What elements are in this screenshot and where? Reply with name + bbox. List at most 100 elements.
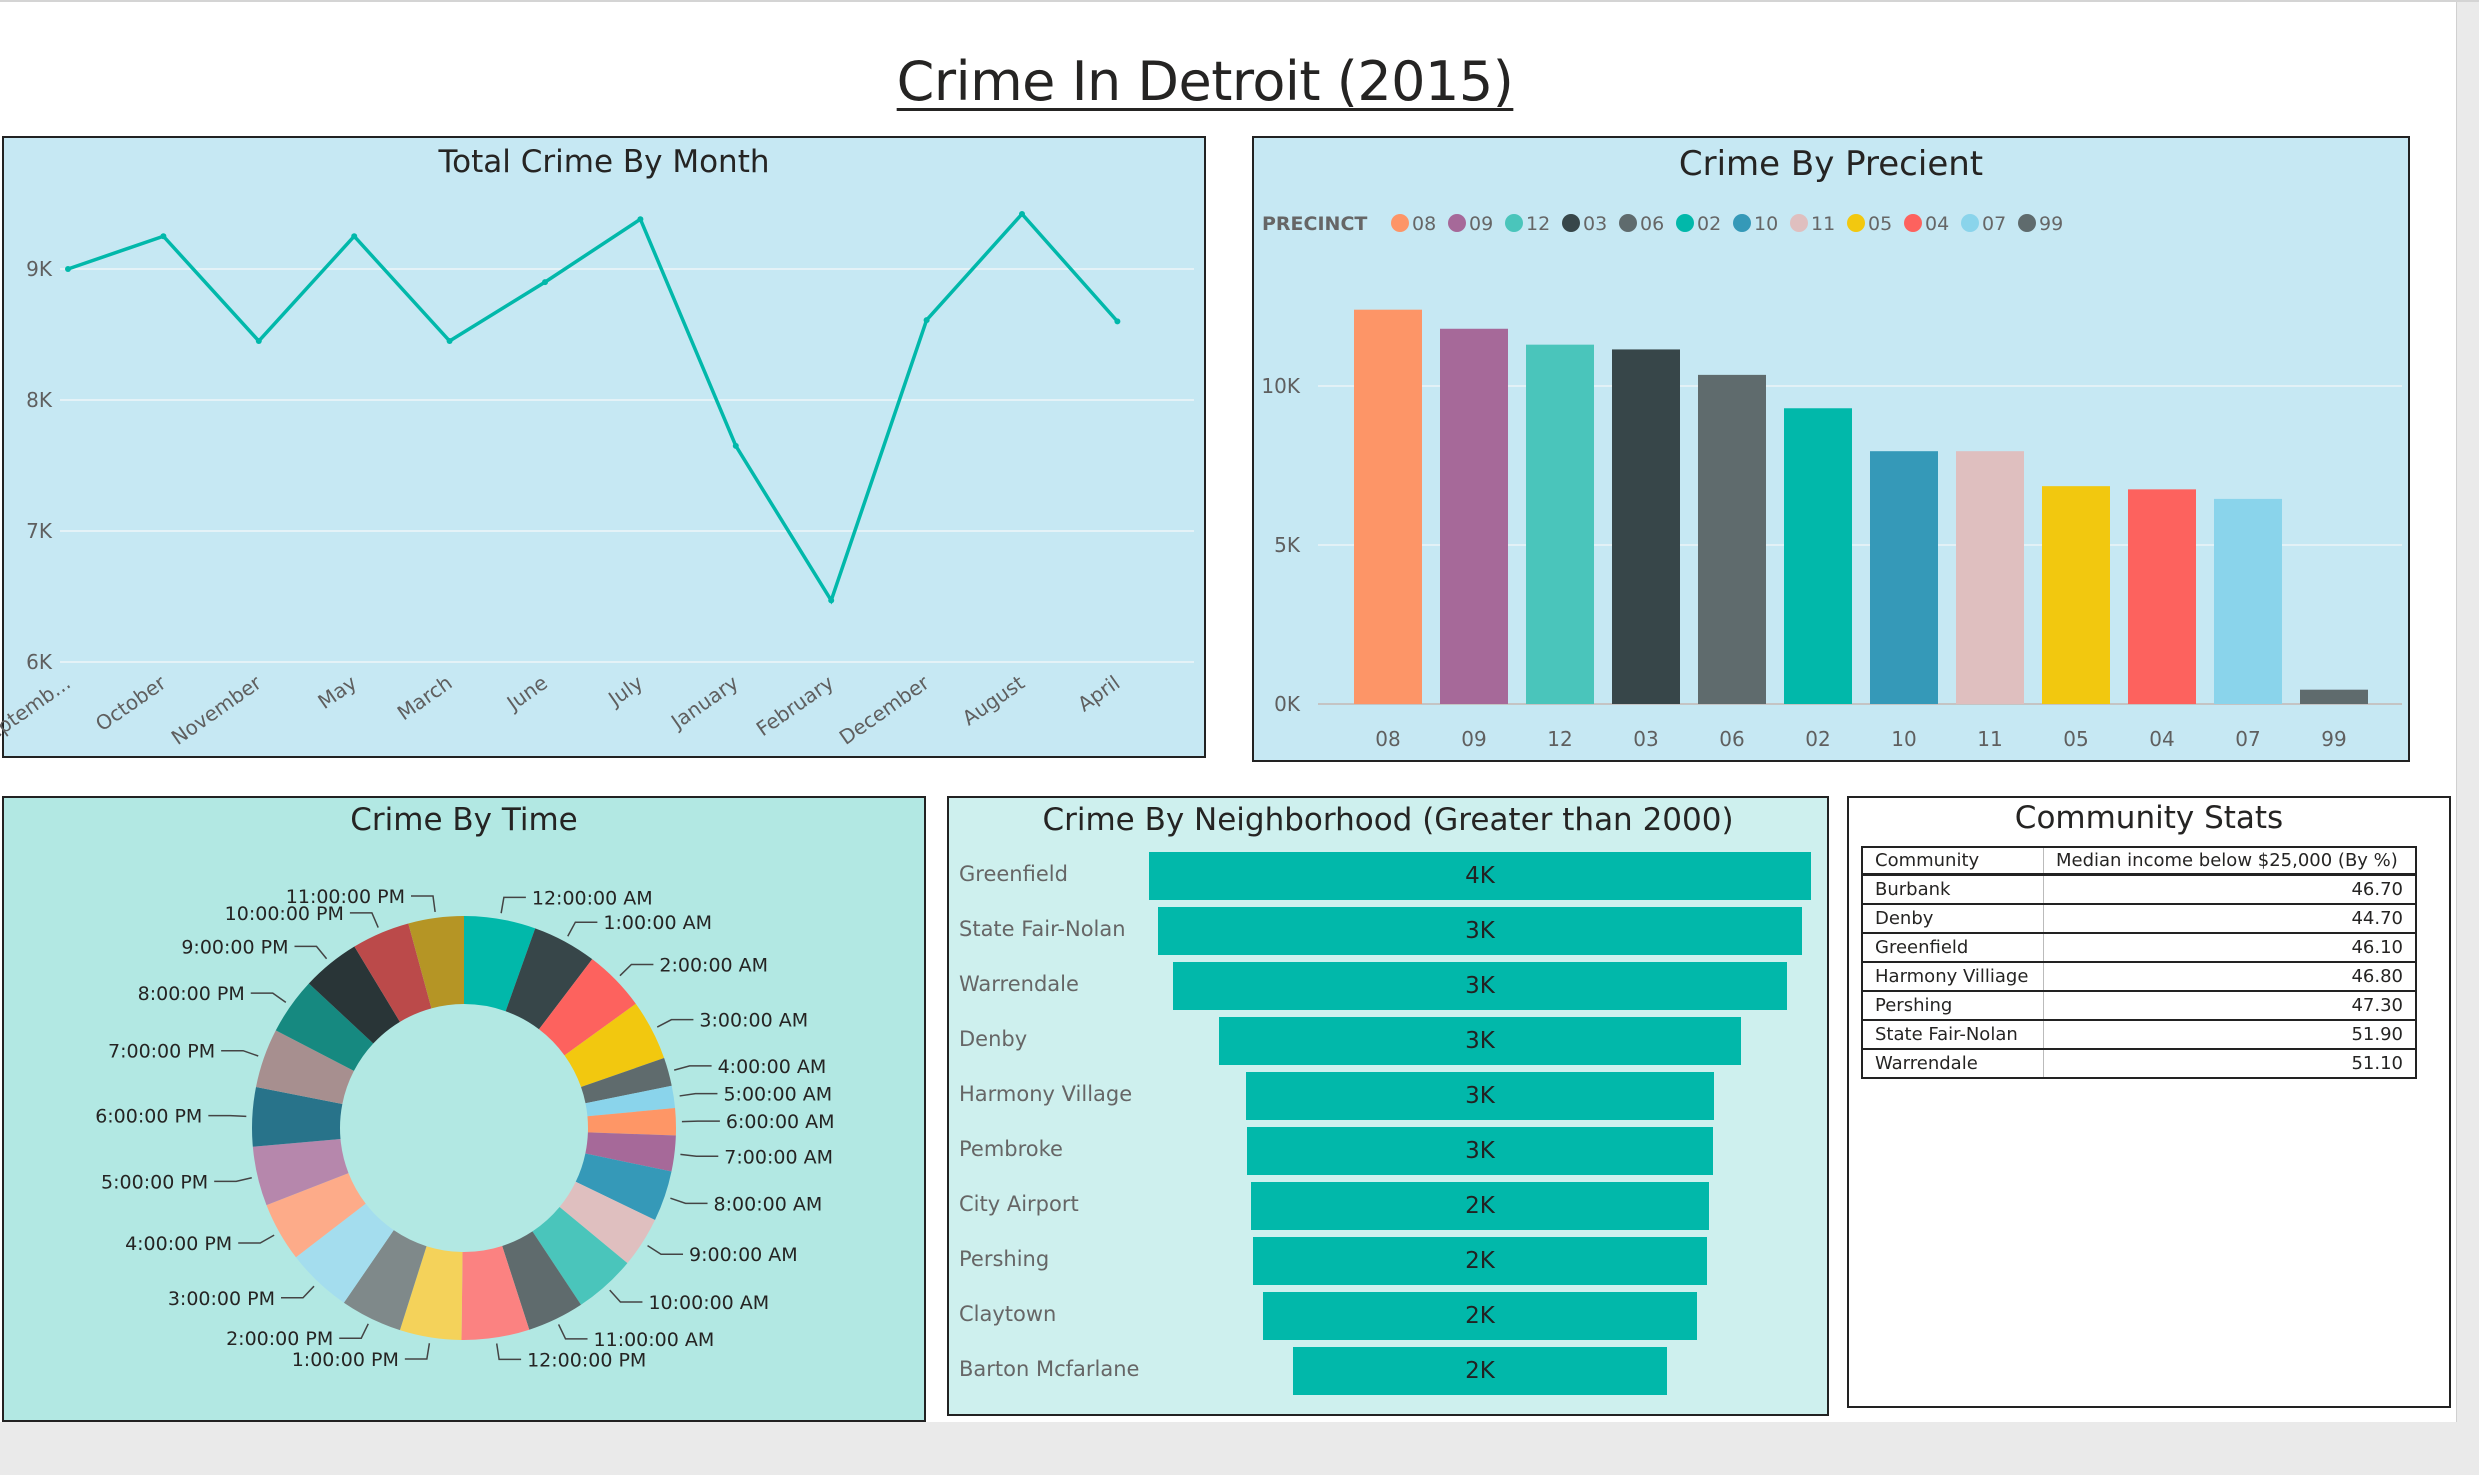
table-row[interactable]: Denby 44.70 xyxy=(1862,904,2417,934)
time-slice[interactable] xyxy=(539,959,636,1056)
month-data-point[interactable] xyxy=(542,279,548,286)
time-slice-label: 6:00:00 AM xyxy=(726,1111,835,1133)
precinct-bar[interactable] xyxy=(1612,349,1680,704)
precinct-bar[interactable] xyxy=(1526,344,1594,704)
precinct-bar[interactable] xyxy=(2042,486,2110,704)
time-leader-line xyxy=(500,896,526,914)
time-leader-line xyxy=(679,1092,718,1097)
community-cell: Burbank xyxy=(1862,874,2044,905)
month-x-tick-label: February xyxy=(752,670,838,741)
precinct-bar[interactable] xyxy=(1698,374,1766,704)
crime-by-neighborhood-panel[interactable]: Crime By Neighborhood (Greater than 2000… xyxy=(947,796,1829,1416)
time-slice[interactable] xyxy=(343,1230,427,1331)
time-slice[interactable] xyxy=(585,1085,676,1117)
month-x-tick-label: December xyxy=(835,670,934,750)
crime-by-precinct-panel[interactable]: Crime By Precient PRECINCT 08 09 12 03 06 02 10… xyxy=(1252,136,2410,762)
neighborhood-bar[interactable] xyxy=(1149,852,1811,900)
precinct-legend-marker xyxy=(1562,214,1580,232)
table-row[interactable]: Greenfield 46.10 xyxy=(1862,933,2417,963)
precinct-legend-marker xyxy=(2018,214,2036,232)
time-slice[interactable] xyxy=(251,1086,343,1147)
time-slice[interactable] xyxy=(532,1207,628,1305)
time-leader-line xyxy=(214,1177,252,1183)
precinct-bar[interactable] xyxy=(1784,408,1852,704)
precinct-bar[interactable] xyxy=(1956,451,2024,704)
time-slice[interactable] xyxy=(585,1132,676,1172)
precinct-bar[interactable] xyxy=(1354,309,1422,704)
time-slice[interactable] xyxy=(275,983,374,1071)
table-row[interactable]: Warrendale 51.10 xyxy=(1862,1049,2417,1079)
month-data-point[interactable] xyxy=(351,233,358,240)
month-series-line[interactable] xyxy=(67,211,1119,605)
precinct-x-tick-label: 05 xyxy=(2063,727,2088,751)
month-data-point[interactable] xyxy=(65,266,71,272)
month-y-tick-label: 8K xyxy=(26,388,53,412)
month-data-point[interactable] xyxy=(732,442,739,449)
time-slice[interactable] xyxy=(399,1246,463,1340)
time-slice[interactable] xyxy=(256,1030,354,1104)
neighborhood-label: Warrendale xyxy=(959,972,1079,996)
time-slice[interactable] xyxy=(502,1231,581,1330)
neighborhood-bar[interactable] xyxy=(1246,1072,1714,1120)
neighborhood-bar[interactable] xyxy=(1218,1017,1742,1065)
neighborhood-bar[interactable] xyxy=(1173,962,1787,1010)
time-slice[interactable] xyxy=(308,946,400,1044)
time-slice[interactable] xyxy=(461,1245,530,1340)
time-slice[interactable] xyxy=(575,1153,672,1220)
precinct-bar-chart[interactable]: PRECINCT 08 09 12 03 06 02 10 11 05 04 07 99 0K 5K 10K 0… xyxy=(1254,138,2408,760)
month-data-point[interactable] xyxy=(637,216,644,223)
neighborhood-bar[interactable] xyxy=(1250,1182,1710,1230)
month-data-point[interactable] xyxy=(255,338,262,345)
time-slice[interactable] xyxy=(587,1107,676,1136)
month-data-point[interactable] xyxy=(446,338,453,345)
column-header-community[interactable]: Community xyxy=(1862,847,2044,876)
time-slice[interactable] xyxy=(464,916,536,1012)
month-data-point[interactable] xyxy=(1019,210,1025,217)
time-donut-chart[interactable]: 12:00:00 AM 1:00:00 AM 2:00:00 AM 3:00:00 A… xyxy=(4,798,924,1420)
time-slice[interactable] xyxy=(559,1181,656,1264)
table-row[interactable]: Pershing 47.30 xyxy=(1862,991,2417,1021)
column-header-income[interactable]: Median income below $25,000 (By %) xyxy=(2043,847,2417,876)
time-slice[interactable] xyxy=(266,1173,366,1258)
time-slice[interactable] xyxy=(354,923,432,1022)
neighborhood-value-label: 2K xyxy=(1465,1193,1495,1219)
neighborhood-bar[interactable] xyxy=(1253,1237,1707,1285)
income-cell: 46.10 xyxy=(2043,933,2417,963)
precinct-bar[interactable] xyxy=(2300,689,2368,704)
month-data-point[interactable] xyxy=(160,233,167,240)
time-slice[interactable] xyxy=(252,1138,349,1206)
precinct-bar[interactable] xyxy=(2214,498,2282,704)
precinct-bar[interactable] xyxy=(2128,489,2196,704)
table-row[interactable]: Harmony Villiage 46.80 xyxy=(1862,962,2417,992)
crime-by-time-panel[interactable]: Crime By Time 12:00:00 AM 1:00:00 AM 2:00:… xyxy=(2,796,926,1422)
time-leader-line xyxy=(495,1343,522,1361)
precinct-x-tick-label: 06 xyxy=(1719,727,1744,751)
precinct-bar[interactable] xyxy=(1870,451,1938,704)
neighborhood-bar[interactable] xyxy=(1246,1127,1714,1175)
time-leader-line xyxy=(656,1018,694,1028)
month-data-point[interactable] xyxy=(1114,318,1121,325)
neighborhood-bar[interactable] xyxy=(1263,1292,1697,1340)
table-row[interactable]: State Fair-Nolan 51.90 xyxy=(1862,1020,2417,1050)
time-leader-line xyxy=(609,1289,643,1303)
time-slice[interactable] xyxy=(408,916,464,1009)
neighborhood-bar[interactable] xyxy=(1158,907,1802,955)
time-slice[interactable] xyxy=(581,1057,672,1104)
crime-by-month-panel[interactable]: Total Crime By Month 6K 7K 8K 9K Septemb... O… xyxy=(0,136,1206,758)
neighborhood-bar[interactable] xyxy=(1293,1347,1667,1395)
time-slice-label: 8:00:00 PM xyxy=(138,983,245,1005)
community-stats-panel[interactable]: Community Stats Community Median income … xyxy=(1847,796,2451,1408)
page-title: Crime In Detroit (2015) xyxy=(896,50,1514,113)
month-data-point[interactable] xyxy=(828,597,835,604)
table-row[interactable]: Burbank 46.70 xyxy=(1862,874,2417,905)
precinct-bar[interactable] xyxy=(1440,328,1508,704)
time-slice[interactable] xyxy=(564,1003,665,1088)
precinct-x-tick-label: 99 xyxy=(2321,727,2346,751)
month-data-point[interactable] xyxy=(923,317,930,324)
month-chart-title: Total Crime By Month xyxy=(438,144,770,180)
time-slice[interactable] xyxy=(295,1203,394,1303)
time-slice[interactable] xyxy=(505,928,593,1030)
time-slice-label: 3:00:00 AM xyxy=(699,1010,808,1032)
precinct-legend-label: 05 xyxy=(1868,213,1892,235)
